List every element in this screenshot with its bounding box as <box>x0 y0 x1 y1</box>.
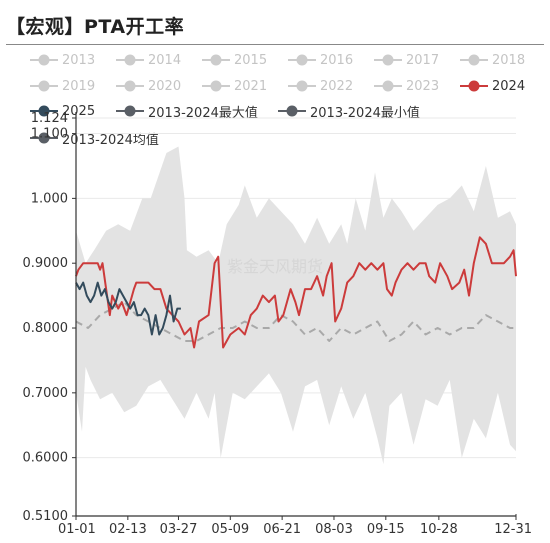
legend-label: 2025 <box>62 103 96 119</box>
y-tick-label: 0.9000 <box>23 256 69 271</box>
title-divider <box>6 44 544 45</box>
series-line-avg <box>75 301 516 342</box>
legend-label: 2013 <box>62 52 96 68</box>
legend-marker-icon <box>288 54 316 66</box>
axes <box>75 112 517 517</box>
y-tick-label: 0.6000 <box>23 451 69 466</box>
legend-item-2015[interactable]: 2015 <box>202 50 267 70</box>
x-tick-label: 05-09 <box>211 522 249 537</box>
y-tick-label: 1.100 <box>31 127 68 142</box>
legend-marker-icon <box>202 54 230 66</box>
legend-marker-icon <box>30 54 58 66</box>
legend-label: 2013-2024最大值 <box>148 105 258 121</box>
tick-labels: 0.5100 0.6000 0.7000 0.8000 0.9000 1.000 1.100… <box>23 111 533 537</box>
legend-label: 2021 <box>234 78 268 94</box>
legend-item-2018[interactable]: 2018 <box>460 50 525 70</box>
legend-item-2016[interactable]: 2016 <box>288 50 353 70</box>
legend-item-2019[interactable]: 2019 <box>30 76 95 96</box>
page-title: 【宏观】PTA开工率 <box>6 16 185 38</box>
y-tick-label: 0.7000 <box>23 386 69 401</box>
legend-label: 2023 <box>406 78 440 94</box>
legend-item-2023[interactable]: 2023 <box>374 76 439 96</box>
legend-marker-icon <box>288 80 316 92</box>
legend-marker-icon <box>30 80 58 92</box>
x-tick-label: 09-15 <box>367 522 405 537</box>
x-tick-label: 03-27 <box>160 522 198 537</box>
legend-marker-icon <box>30 105 58 117</box>
legend-item-2020[interactable]: 2020 <box>116 76 181 96</box>
legend-item-2013-2024均值[interactable]: 2013-2024均值 <box>30 128 159 148</box>
legend-label: 2022 <box>320 78 354 94</box>
legend-item-2013-2024最小值[interactable]: 2013-2024最小值 <box>278 101 420 121</box>
legend-marker-icon <box>374 54 402 66</box>
x-tick-label: 08-03 <box>315 522 353 537</box>
x-tick-label: 06-21 <box>263 522 301 537</box>
legend-item-2013-2024最大值[interactable]: 2013-2024最大值 <box>116 101 258 121</box>
legend-label: 2014 <box>148 52 182 68</box>
legend-marker-icon <box>116 80 144 92</box>
legend-marker-icon <box>116 105 144 117</box>
legend-label: 2015 <box>234 52 268 68</box>
legend-item-2024[interactable]: 2024 <box>460 76 525 96</box>
legend-item-2025[interactable]: 2025 <box>30 101 95 121</box>
y-tick-label: 0.5100 <box>23 509 69 524</box>
watermark: 紫金天风期货 <box>227 257 323 276</box>
legend-label: 2020 <box>148 78 182 94</box>
legend-item-2014[interactable]: 2014 <box>116 50 181 70</box>
legend-label: 2018 <box>492 52 526 68</box>
legend-marker-icon <box>30 132 58 144</box>
legend-label: 2013-2024均值 <box>62 132 159 148</box>
legend-marker-icon <box>460 80 488 92</box>
legend-label: 2013-2024最小值 <box>310 105 420 121</box>
y-tick-label: 1.124 <box>31 111 68 126</box>
legend-marker-icon <box>460 54 488 66</box>
x-tick-label: 02-13 <box>109 522 147 537</box>
x-tick-label: 12-31 <box>494 522 532 537</box>
series-line-2025 <box>75 281 181 336</box>
legend-label: 2017 <box>406 52 440 68</box>
legend-marker-icon <box>374 80 402 92</box>
legend-item-2013[interactable]: 2013 <box>30 50 95 70</box>
legend-label: 2019 <box>62 78 96 94</box>
series-lines <box>75 236 517 349</box>
legend-item-2017[interactable]: 2017 <box>374 50 439 70</box>
legend-marker-icon <box>202 80 230 92</box>
legend-marker-icon <box>116 54 144 66</box>
legend-label: 2024 <box>492 78 526 94</box>
x-tick-label: 10-28 <box>420 522 458 537</box>
y-tick-label: 1.000 <box>31 191 68 206</box>
legend-marker-icon <box>278 105 306 117</box>
x-tick-label: 01-01 <box>58 522 96 537</box>
legend-item-2022[interactable]: 2022 <box>288 76 353 96</box>
series-line-2024 <box>75 236 517 349</box>
legend-label: 2016 <box>320 52 354 68</box>
legend-item-2021[interactable]: 2021 <box>202 76 267 96</box>
y-tick-label: 0.8000 <box>23 321 69 336</box>
